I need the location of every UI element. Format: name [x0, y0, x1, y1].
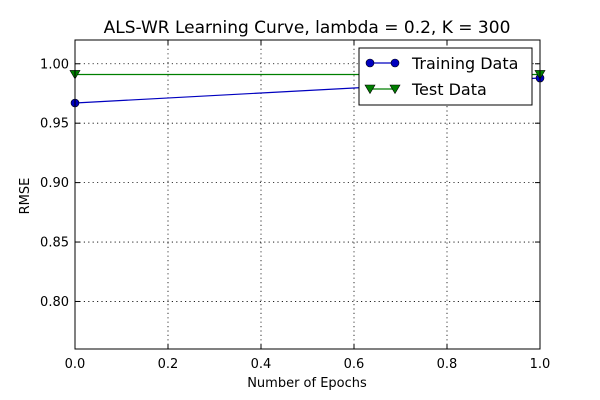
- y-axis-label: RMSE: [18, 178, 33, 215]
- legend-marker: [364, 84, 376, 95]
- legend-label: Training Data: [411, 54, 518, 73]
- legend-box: [358, 47, 533, 106]
- x-tick-label: 0.0: [65, 357, 86, 372]
- axis-ticks: 0.0 0.2 0.4 0.6 0.8 1.0 0.80 0.85 0.90 0.95 1.00: [40, 40, 550, 372]
- x-tick-label: 0.6: [344, 357, 365, 372]
- legend-marker: [389, 84, 401, 95]
- legend-marker: [390, 58, 400, 68]
- y-tick-label: 0.85: [40, 236, 69, 251]
- x-tick-label: 1.0: [530, 357, 551, 372]
- x-tick-label: 0.4: [251, 357, 272, 372]
- chart-title: ALS-WR Learning Curve, lambda = 0.2, K =…: [104, 18, 511, 38]
- legend: Training Data Test Data: [358, 47, 533, 106]
- x-axis-label: Number of Epochs: [247, 376, 367, 391]
- y-tick-label: 1.00: [40, 57, 69, 72]
- plot-frame: [74, 39, 541, 350]
- legend-marker: [365, 58, 375, 68]
- y-tick-label: 0.90: [40, 176, 69, 191]
- legend-label: Test Data: [411, 80, 487, 99]
- y-tick-label: 0.80: [40, 295, 69, 310]
- y-tick-label: 0.95: [40, 117, 69, 132]
- x-tick-label: 0.2: [158, 357, 179, 372]
- x-tick-label: 0.8: [437, 357, 458, 372]
